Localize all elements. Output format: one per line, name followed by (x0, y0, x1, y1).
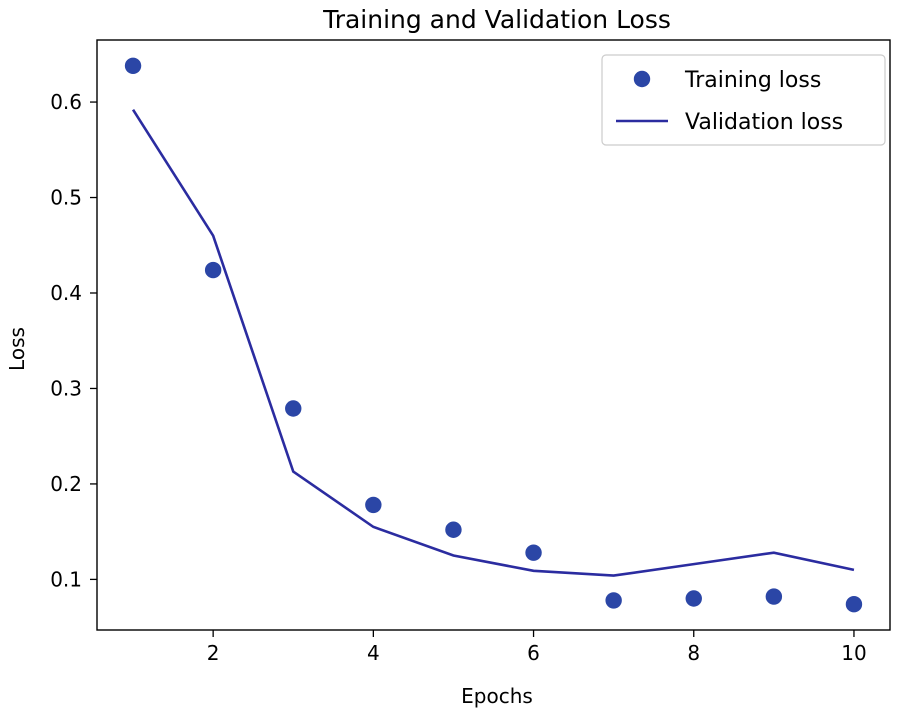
training-loss-point (365, 496, 382, 514)
plot-frame (96, 39, 891, 631)
training-loss-point (765, 588, 783, 605)
x-tick-label: 4 (367, 641, 380, 665)
legend-training-marker (633, 70, 651, 88)
x-tick-label: 10 (841, 641, 866, 665)
training-loss-point (445, 521, 462, 538)
y-axis-label: Loss (5, 327, 29, 371)
legend: Training loss Validation loss (601, 54, 886, 146)
y-tick-label: 0.3 (50, 376, 82, 400)
y-tick-label: 0.2 (50, 472, 82, 496)
x-axis-label: Epochs (461, 684, 533, 708)
training-loss-point (204, 261, 222, 279)
training-loss-point (124, 57, 142, 74)
legend-box (601, 54, 886, 146)
y-tick-label: 0.5 (50, 186, 82, 210)
legend-validation-label: Validation loss (685, 110, 843, 135)
plot-layer: 2 4 6 8 10 0.1 0.2 0.3 0.4 0.5 0.6 Training loss Val… (50, 39, 891, 665)
x-tick-label: 8 (687, 641, 700, 665)
training-loss-point (685, 590, 702, 607)
x-tick-label: 6 (527, 641, 540, 665)
training-loss-point (845, 596, 863, 613)
training-loss-point (525, 544, 542, 561)
x-tick-label: 2 (207, 641, 220, 665)
training-loss-point (285, 400, 302, 417)
training-loss-point (605, 592, 622, 609)
legend-training-label: Training loss (684, 68, 821, 93)
y-tick-label: 0.4 (50, 281, 82, 305)
validation-loss-line (131, 108, 855, 577)
y-tick-label: 0.1 (50, 567, 82, 591)
y-tick-label: 0.6 (50, 90, 82, 114)
chart-title: Training and Validation Loss (322, 5, 671, 34)
